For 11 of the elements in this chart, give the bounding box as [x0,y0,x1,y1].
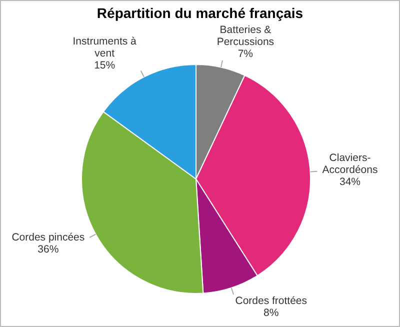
data-label: 7% [238,48,254,60]
slice-label: Batteries & Percussions [216,24,274,48]
slice-label: Cordes pincées [12,232,85,244]
data-label: 34% [339,176,360,188]
data-label: 8% [264,306,279,319]
slice-label: Claviers-Accordéons [322,152,378,176]
slice-label: Cordes frottées [235,294,308,307]
data-label: 15% [94,60,116,72]
data-label: 36% [38,244,59,256]
chart-title: Répartition du marché français [96,4,304,21]
slice-label: Instruments à vent [72,36,137,60]
